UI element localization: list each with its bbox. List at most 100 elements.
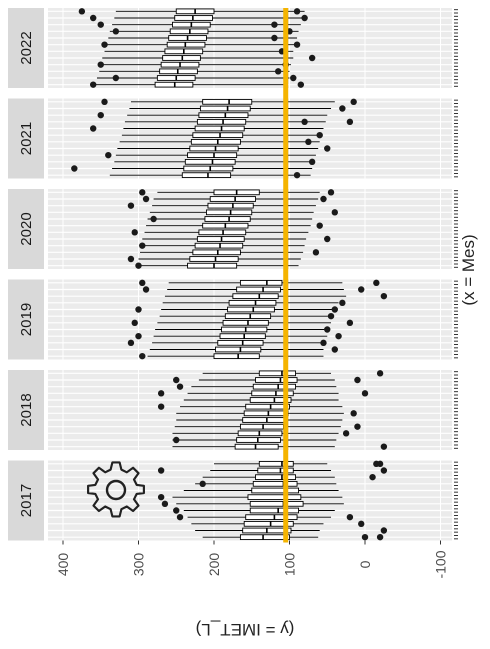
facet-panel-2019: 2019: [8, 279, 458, 360]
box: [157, 319, 332, 326]
facet-strip: [8, 279, 44, 360]
box: [138, 256, 301, 262]
outlier-point: [376, 533, 384, 541]
box-iqr: [189, 256, 239, 262]
y-tick-label: 100: [282, 553, 298, 577]
facet-panel-2017: 2017: [8, 460, 458, 541]
outlier-point: [271, 21, 278, 28]
outlier-point: [139, 279, 146, 287]
box-iqr: [192, 132, 244, 139]
outlier-point: [176, 513, 184, 521]
box-iqr: [243, 410, 289, 417]
panel-background: [48, 370, 452, 450]
outlier-point: [373, 460, 380, 468]
gear-icon[interactable]: [87, 461, 145, 518]
box: [210, 467, 332, 474]
outlier-point: [274, 68, 282, 75]
box: [104, 48, 294, 55]
box-iqr: [184, 158, 236, 165]
box-iqr: [224, 313, 272, 320]
box: [159, 313, 332, 320]
box-iqr: [249, 500, 304, 507]
panel-background: [48, 279, 452, 360]
outlier-point: [324, 145, 331, 152]
box-iqr: [258, 370, 296, 377]
outlier-point: [293, 41, 301, 48]
outlier-point: [173, 507, 180, 514]
outlier-point: [346, 118, 354, 126]
box-iqr: [251, 487, 300, 494]
facet-strip-label: 2022: [18, 31, 35, 64]
box: [149, 346, 324, 353]
outlier-point: [150, 215, 157, 223]
box-iqr: [255, 474, 296, 481]
outlier-point: [331, 346, 338, 353]
outlier-point: [380, 292, 388, 300]
box-iqr: [249, 397, 292, 403]
outlier-point: [142, 286, 150, 293]
box: [138, 262, 299, 269]
box: [202, 534, 319, 541]
outlier-point: [369, 473, 376, 481]
box-iqr: [194, 125, 245, 132]
box: [180, 403, 343, 410]
outlier-point: [90, 14, 97, 22]
outlier-point: [380, 443, 388, 450]
y-tick-label: 400: [55, 553, 71, 577]
facet-strip: [8, 98, 44, 179]
box: [121, 132, 322, 139]
box: [174, 423, 341, 430]
box: [115, 8, 305, 15]
box-iqr: [234, 443, 279, 450]
outlier-point: [327, 189, 335, 196]
facet-strip-label: 2021: [18, 122, 35, 155]
box-iqr: [217, 339, 264, 346]
outlier-point: [157, 403, 165, 410]
outlier-point: [346, 513, 354, 521]
box-iqr: [204, 216, 251, 222]
box-iqr: [189, 145, 239, 152]
box-iqr: [221, 326, 268, 333]
outlier-point: [157, 467, 165, 474]
facet-panel-2021: 2021: [8, 98, 458, 179]
box: [183, 507, 335, 514]
facet-panels: 2017 2018 2019 2020 2021 2022: [8, 8, 458, 541]
outlier-point: [173, 436, 180, 444]
box: [142, 242, 305, 249]
facet-strip: [8, 8, 44, 88]
outlier-point: [139, 189, 146, 196]
box: [195, 527, 320, 534]
box-iqr: [252, 383, 296, 390]
box: [147, 216, 313, 222]
outlier-point: [290, 74, 297, 82]
panel-background: [48, 8, 452, 88]
outlier-point: [335, 332, 342, 340]
outlier-point: [320, 195, 327, 203]
outlier-point: [320, 339, 327, 347]
outlier-point: [346, 319, 354, 327]
box: [102, 55, 294, 61]
box: [164, 293, 347, 300]
box-iqr: [252, 480, 298, 487]
outlier-point: [327, 312, 335, 320]
box: [144, 229, 309, 236]
facet-strip-label: 2018: [18, 393, 35, 426]
box: [202, 474, 335, 481]
outlier-point: [157, 493, 165, 501]
outlier-point: [139, 242, 146, 249]
box: [202, 370, 332, 377]
box-iqr: [202, 98, 253, 105]
box: [149, 209, 314, 216]
y-axis-title: (y = IMET_L): [196, 620, 295, 639]
outlier-point: [373, 279, 380, 287]
outlier-point: [316, 131, 323, 139]
facet-strip-label: 2020: [18, 212, 35, 245]
outlier-point: [176, 383, 184, 390]
box: [129, 105, 332, 112]
outlier-point: [380, 467, 388, 474]
outlier-point: [301, 14, 308, 22]
outlier-point: [135, 306, 142, 313]
box-iqr: [239, 279, 283, 286]
